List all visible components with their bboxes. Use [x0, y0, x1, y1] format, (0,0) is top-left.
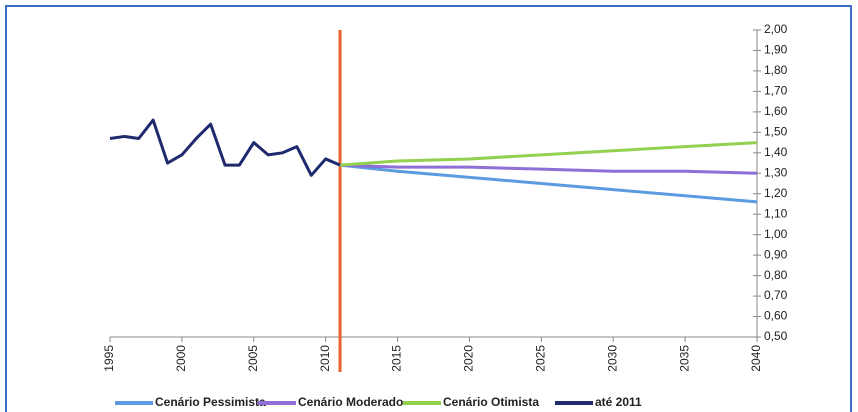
legend-label: até 2011 — [595, 395, 642, 409]
y-tick-label: 1,20 — [764, 186, 788, 200]
line-series — [339, 141, 758, 167]
x-tick-label: 1995 — [102, 345, 116, 372]
line-series — [109, 118, 341, 177]
y-tick-label: 1,10 — [764, 206, 788, 220]
legend-label: Cenário Moderado — [298, 395, 403, 409]
y-tick-label: 0,50 — [764, 329, 788, 343]
y-tick-label: 1,90 — [764, 43, 788, 57]
y-tick-label: 1,50 — [764, 125, 788, 139]
x-tick-label: 2010 — [318, 345, 332, 372]
y-tick-label: 2,00 — [764, 22, 788, 36]
y-tick-label: 1,30 — [764, 165, 788, 179]
x-tick-label: 2030 — [605, 345, 619, 372]
line-series — [339, 163, 758, 175]
y-tick-label: 1,40 — [764, 145, 788, 159]
x-tick-label: 2015 — [390, 345, 404, 372]
legend-label: Cenário Otimista — [443, 395, 539, 409]
x-tick-label: 2040 — [749, 345, 763, 372]
x-tick-label: 2020 — [462, 345, 476, 372]
y-tick-label: 0,60 — [764, 309, 788, 323]
y-tick-label: 0,80 — [764, 268, 788, 282]
x-tick-label: 2000 — [174, 345, 188, 372]
y-tick-label: 0,90 — [764, 247, 788, 261]
x-tick-label: 2025 — [534, 345, 548, 372]
line-series — [339, 163, 758, 204]
y-tick-label: 1,70 — [764, 84, 788, 98]
y-tick-label: 1,80 — [764, 63, 788, 77]
x-tick-label: 2035 — [677, 345, 691, 372]
frame — [5, 5, 852, 412]
y-tick-label: 1,60 — [764, 104, 788, 118]
y-tick-label: 1,00 — [764, 227, 788, 241]
x-tick-label: 2005 — [246, 345, 260, 372]
y-tick-label: 0,70 — [764, 288, 788, 302]
legend-label: Cenário Pessimista — [155, 395, 266, 409]
